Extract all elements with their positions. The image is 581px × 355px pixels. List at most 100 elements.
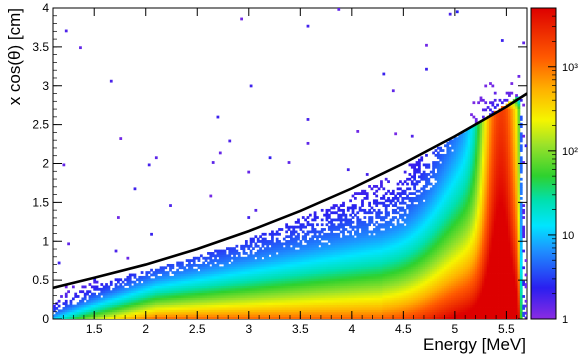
heatmap-cell: [147, 314, 151, 318]
heatmap-cell: [394, 278, 398, 282]
heatmap-cell: [214, 254, 217, 258]
heatmap-cell: [377, 314, 381, 318]
heatmap-cell: [415, 273, 419, 277]
heatmap-cell: [124, 314, 127, 318]
heatmap-cell: [256, 240, 260, 243]
heatmap-cell: [330, 266, 334, 270]
heatmap-cell: [197, 292, 201, 296]
heatmap-cell: [214, 278, 217, 282]
heatmap-cell: [356, 237, 360, 241]
heatmap-cell: [427, 309, 431, 313]
heatmap-cell: [223, 295, 227, 298]
heatmap-cell: [337, 271, 341, 274]
heatmap-cell: [401, 192, 405, 195]
heatmap-cell: [273, 285, 277, 289]
heatmap-cell: [178, 273, 182, 277]
heatmap-cell: [124, 299, 127, 303]
heatmap-cell: [304, 232, 307, 236]
heatmap-cell: [353, 302, 357, 306]
heatmap-cell: [244, 240, 248, 243]
heatmap-cell: [420, 299, 424, 303]
heatmap-cell: [406, 297, 409, 301]
heatmap-cell: [391, 189, 395, 193]
heatmap-cell: [363, 228, 367, 231]
heatmap-cell: [380, 185, 383, 188]
heatmap-cell: [107, 307, 111, 310]
heatmap-cell: [420, 280, 424, 284]
heatmap-cell: [394, 266, 398, 270]
heatmap-cell: [406, 225, 409, 229]
heatmap-cell: [389, 259, 393, 262]
heatmap-cell: [346, 278, 350, 282]
heatmap-cell: [353, 299, 357, 303]
heatmap-cell: [64, 29, 68, 33]
heatmap-cell: [332, 263, 336, 267]
heatmap-cell: [429, 244, 433, 248]
heatmap-cell: [273, 287, 277, 291]
heatmap-cell: [266, 249, 270, 253]
heatmap-cell: [363, 292, 367, 296]
heatmap-cell: [228, 259, 232, 262]
heatmap-cell: [121, 311, 125, 315]
heatmap-cell: [339, 292, 343, 296]
heatmap-cell: [290, 261, 293, 265]
heatmap-cell: [140, 283, 144, 286]
heatmap-cell: [313, 278, 317, 282]
heatmap-cell: [406, 196, 409, 200]
heatmap-cell: [361, 230, 364, 234]
heatmap-cell: [327, 271, 331, 274]
heatmap-cell: [240, 287, 243, 291]
heatmap-cell: [297, 249, 300, 253]
heatmap-cell: [211, 295, 215, 298]
heatmap-cell: [318, 261, 322, 265]
heatmap-cell: [425, 211, 428, 215]
heatmap-cell: [408, 242, 412, 246]
heatmap-cell: [327, 299, 331, 303]
heatmap-cell: [254, 297, 258, 301]
heatmap-cell: [361, 311, 364, 315]
heatmap-cell: [425, 182, 428, 186]
heatmap-cell: [358, 254, 362, 258]
heatmap-cell: [425, 230, 428, 234]
heatmap-cell: [247, 170, 251, 174]
heatmap-cell: [351, 273, 355, 277]
heatmap-cell: [327, 254, 331, 258]
heatmap-cell: [316, 278, 319, 282]
heatmap-cell: [349, 256, 353, 260]
heatmap-cell: [128, 275, 132, 279]
heatmap-cell: [353, 247, 357, 251]
heatmap-cell: [415, 314, 419, 318]
heatmap-cell: [294, 256, 298, 260]
heatmap-cell: [109, 314, 113, 318]
heatmap-cell: [425, 266, 428, 270]
heatmap-cell: [131, 280, 134, 284]
heatmap-cell: [188, 273, 191, 277]
heatmap-cell: [380, 287, 383, 291]
heatmap-cell: [311, 297, 315, 301]
heatmap-cell: [240, 309, 243, 313]
heatmap-cell: [323, 309, 326, 313]
heatmap-cell: [429, 252, 433, 255]
heatmap-cell: [214, 287, 217, 291]
heatmap-cell: [266, 256, 270, 260]
heatmap-cell: [323, 292, 326, 296]
heatmap-cell: [301, 266, 305, 270]
heatmap-cell: [128, 280, 132, 284]
heatmap-cell: [294, 225, 298, 229]
heatmap-cell: [145, 275, 149, 279]
heatmap-cell: [138, 297, 142, 301]
heatmap-cell: [162, 285, 165, 289]
heatmap-cell: [342, 314, 345, 318]
heatmap-cell: [235, 309, 239, 313]
heatmap-cell: [176, 292, 180, 296]
heatmap-cell: [273, 280, 277, 284]
heatmap-cell: [389, 299, 393, 303]
heatmap-cell: [287, 299, 291, 303]
heatmap-cell: [318, 311, 322, 315]
heatmap-cell: [235, 302, 239, 306]
heatmap-cell: [384, 249, 388, 253]
heatmap-cell: [282, 249, 286, 253]
heatmap-cell: [432, 237, 435, 241]
heatmap-cell: [192, 295, 196, 298]
heatmap-cell: [415, 283, 419, 286]
